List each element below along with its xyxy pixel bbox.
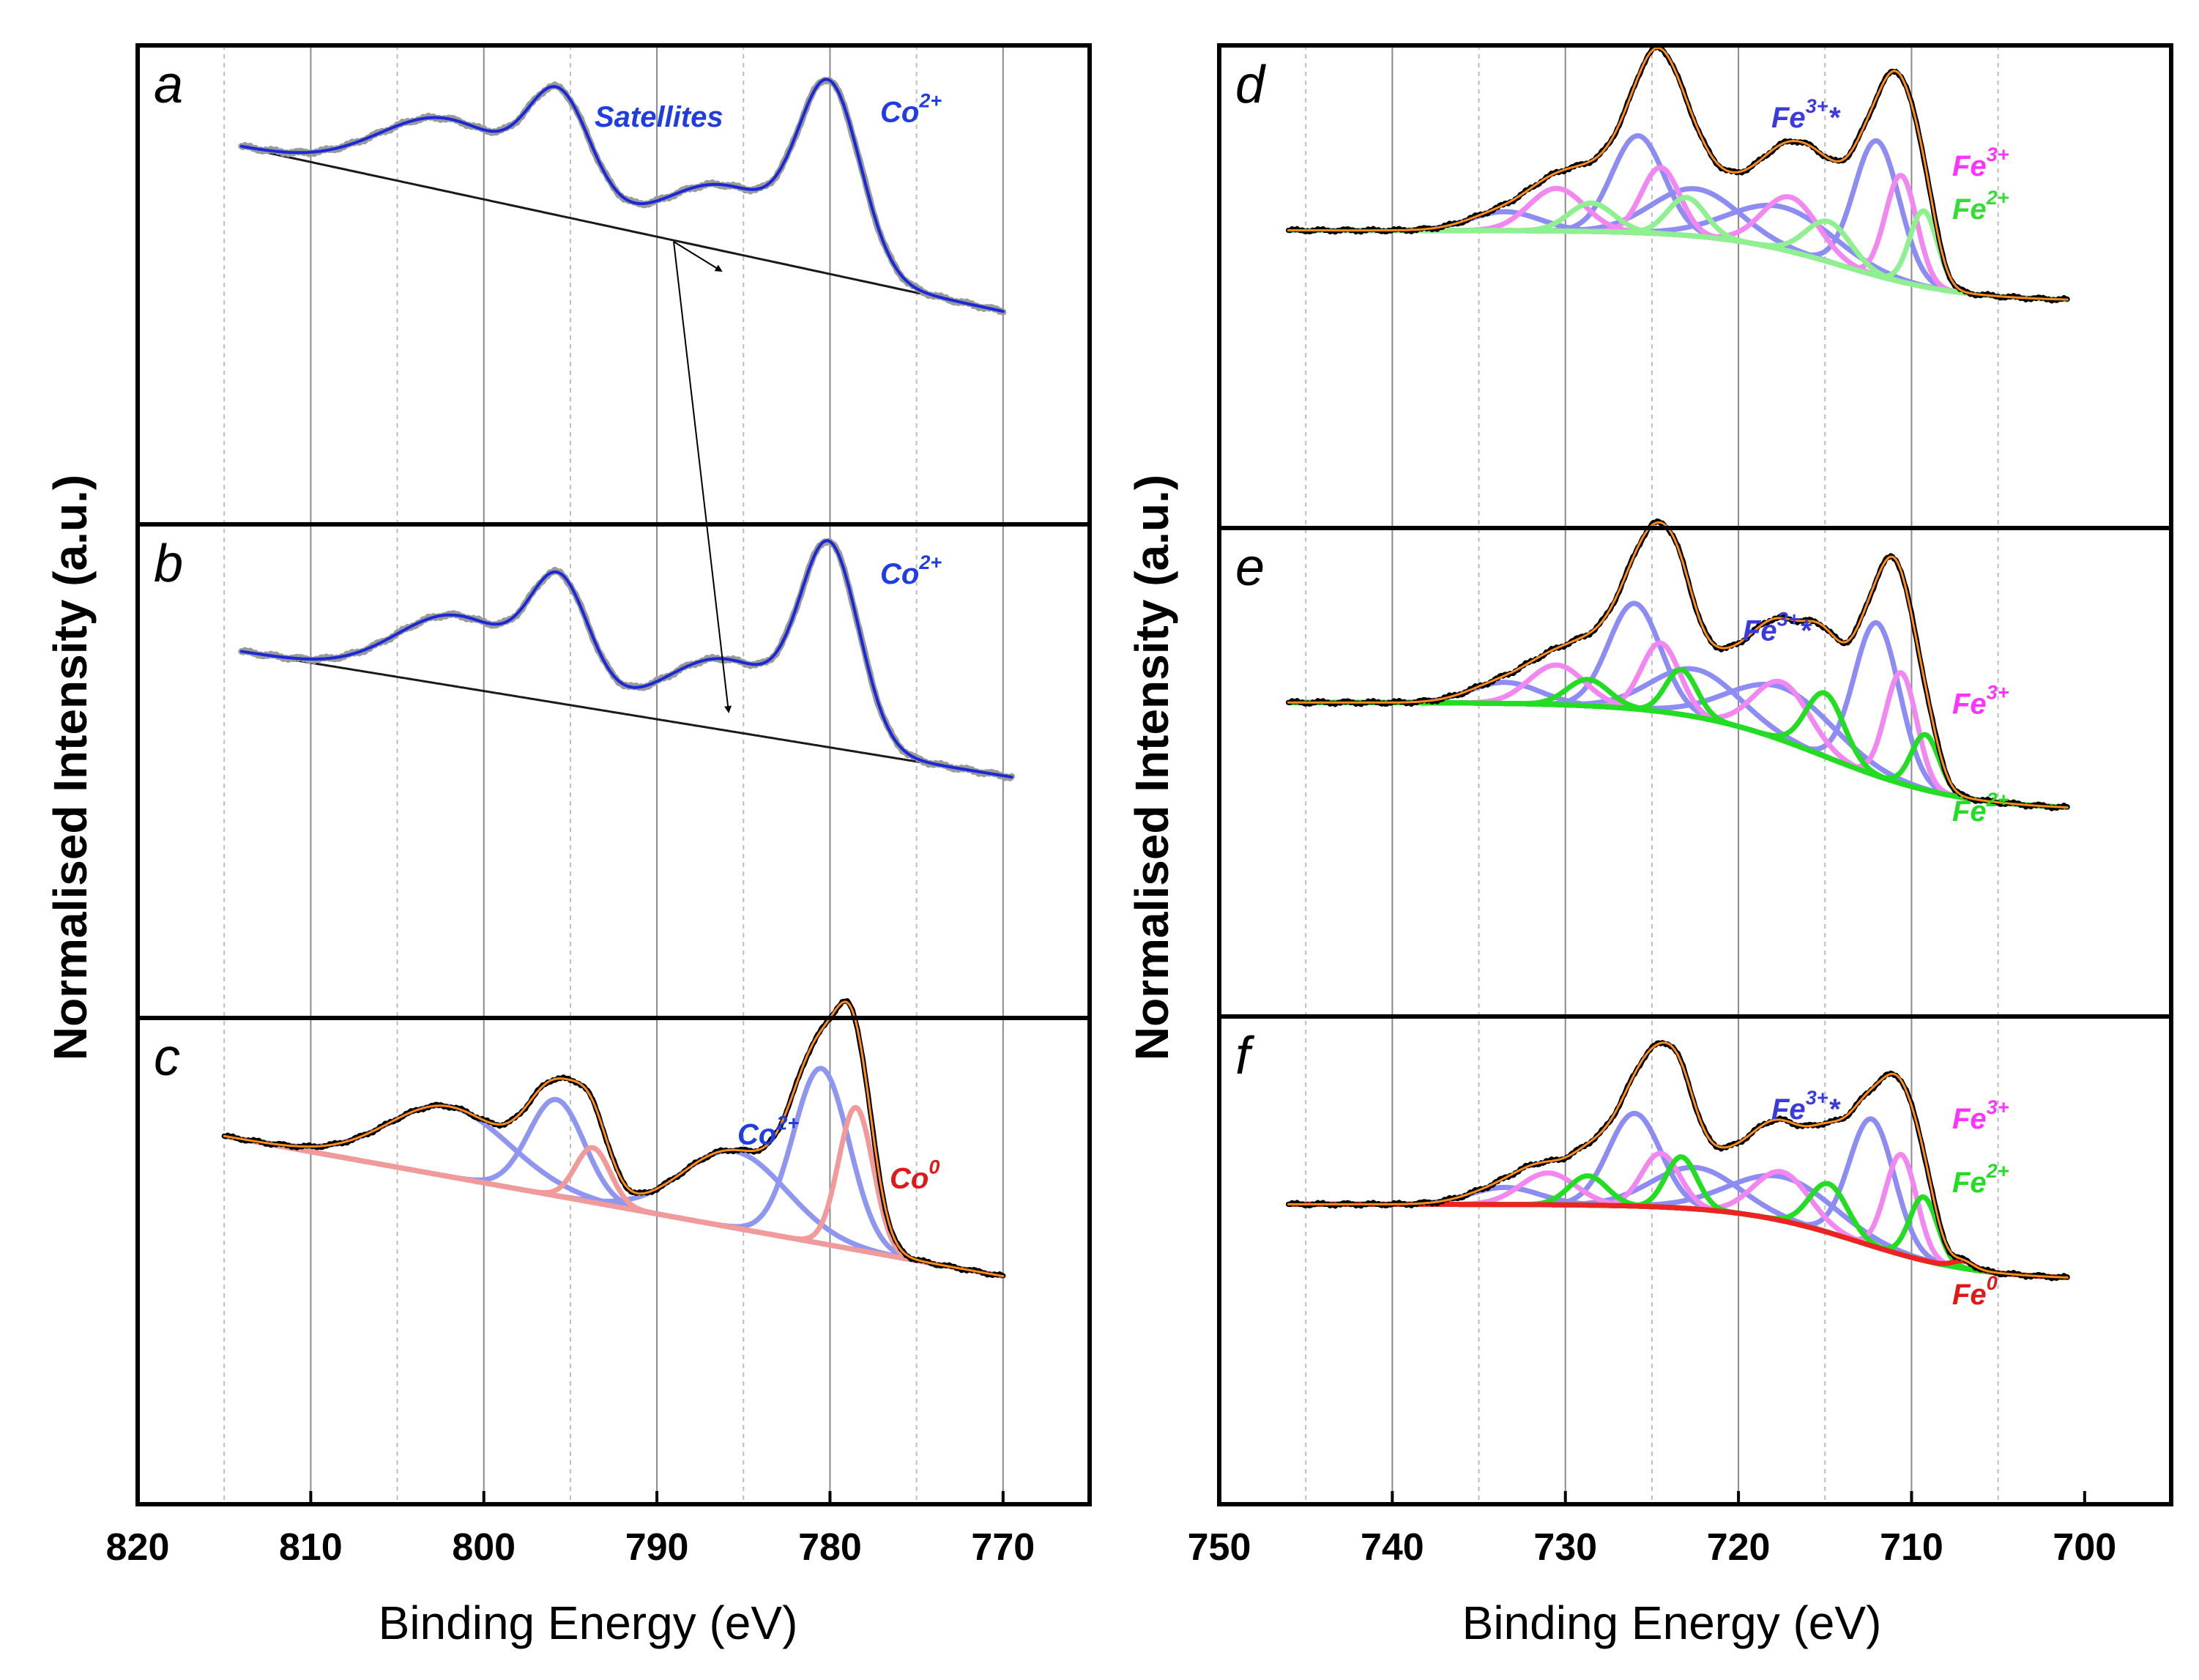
y-axis-label-left: Normalised Intensity (a.u.) bbox=[44, 475, 97, 1060]
x-axis-label-left: Binding Energy (eV) bbox=[379, 1597, 798, 1649]
species-label: Fe2+ bbox=[1952, 187, 2009, 226]
x-tick-label: 740 bbox=[1361, 1526, 1424, 1569]
envelope-curve bbox=[1287, 46, 2069, 301]
panel-letter-a: a bbox=[154, 56, 183, 114]
envelope-curve bbox=[1287, 1041, 2069, 1279]
x-tick-label: 800 bbox=[452, 1526, 516, 1569]
x-tick-label: 770 bbox=[971, 1526, 1035, 1569]
species-label: Fe2+ bbox=[1952, 789, 2009, 828]
x-tick-label: 780 bbox=[798, 1526, 862, 1569]
satellite-arrow-b bbox=[673, 241, 732, 713]
x-tick-label: 750 bbox=[1188, 1526, 1251, 1569]
component-peak-co0 bbox=[221, 1133, 1006, 1279]
species-label: Fe3+ bbox=[1952, 681, 2009, 720]
envelope-curve bbox=[239, 78, 1005, 313]
species-label: Satellites bbox=[595, 101, 723, 133]
species-label: Fe2+ bbox=[1952, 1160, 2009, 1199]
envelope-curve bbox=[223, 1000, 1005, 1278]
x-tick-label: 710 bbox=[1880, 1526, 1943, 1569]
panel-frame-c bbox=[135, 1016, 1092, 1506]
y-axis-label-right: Normalised Intensity (a.u.) bbox=[1125, 475, 1178, 1060]
panel-letter-d: d bbox=[1235, 56, 1266, 114]
x-tick-label: 820 bbox=[106, 1526, 170, 1569]
x-tick-label: 790 bbox=[625, 1526, 689, 1569]
x-tick-label: 720 bbox=[1707, 1526, 1771, 1569]
panel-letter-b: b bbox=[154, 535, 183, 593]
envelope-curve bbox=[239, 539, 1013, 779]
x-tick-label: 730 bbox=[1533, 1526, 1597, 1569]
species-label: Fe3+* bbox=[1771, 1087, 1841, 1126]
species-label: Fe0 bbox=[1952, 1272, 1998, 1311]
background-line bbox=[240, 146, 1005, 313]
background-line bbox=[240, 650, 1013, 778]
panel-letter-c: c bbox=[154, 1028, 180, 1087]
species-label: Fe3+* bbox=[1771, 95, 1841, 134]
panel-letter-e: e bbox=[1235, 538, 1265, 597]
x-axis-label-right: Binding Energy (eV) bbox=[1462, 1597, 1882, 1649]
species-label: Fe3+* bbox=[1743, 608, 1812, 647]
x-tick-label: 810 bbox=[279, 1526, 343, 1569]
panel-frame-f bbox=[1217, 1014, 2173, 1506]
species-label: Fe3+ bbox=[1952, 144, 2009, 182]
species-label: Co2+ bbox=[737, 1112, 799, 1151]
x-tick-label: 700 bbox=[2053, 1526, 2116, 1569]
species-label: Co0 bbox=[890, 1156, 939, 1194]
species-label: Co2+ bbox=[880, 551, 942, 590]
envelope-curve bbox=[1287, 521, 2069, 809]
satellite-arrow-a bbox=[673, 241, 723, 272]
species-label: Fe3+ bbox=[1952, 1096, 2009, 1135]
chart-co-2p: a Co2+ Satellites b Co2+ c Co2+ Co0 820 810 800 790… bbox=[106, 43, 1092, 1569]
species-label: Co2+ bbox=[880, 90, 942, 129]
